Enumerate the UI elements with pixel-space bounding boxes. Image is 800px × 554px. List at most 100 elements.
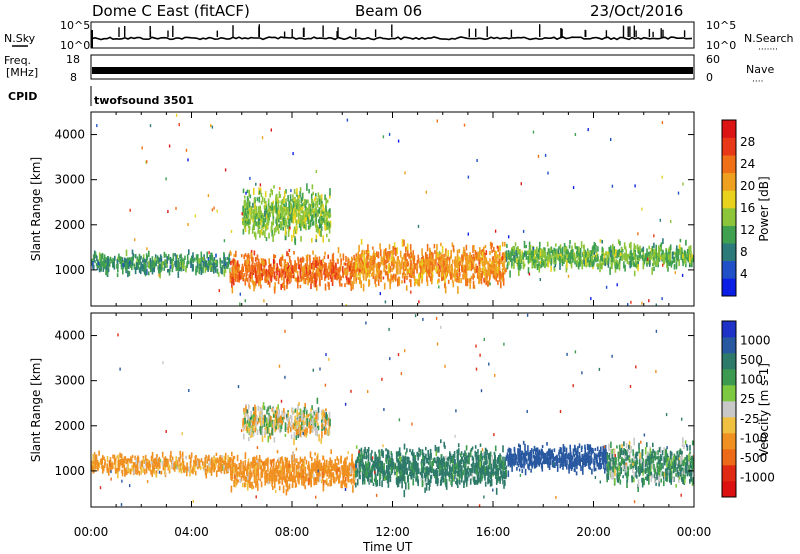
data-point (508, 235, 510, 239)
data-point (346, 272, 348, 281)
data-point (227, 460, 230, 468)
data-point (293, 467, 295, 475)
data-point (344, 267, 346, 275)
data-point (293, 454, 295, 461)
data-point (293, 438, 295, 446)
data-point (594, 256, 596, 261)
data-point (244, 199, 246, 205)
data-point (275, 474, 278, 479)
data-point (456, 277, 458, 283)
data-point (296, 270, 299, 276)
data-point (246, 420, 249, 424)
data-point (501, 275, 504, 282)
data-point (353, 478, 356, 486)
data-point (125, 467, 128, 471)
data-point (619, 252, 622, 256)
data-point (252, 202, 254, 208)
data-point (597, 246, 599, 252)
data-point (150, 262, 153, 271)
data-point (501, 252, 504, 256)
data-point (658, 252, 660, 258)
data-point (301, 426, 303, 433)
data-point (633, 251, 636, 259)
data-point (230, 260, 232, 266)
data-point (579, 258, 581, 267)
data-point (635, 256, 637, 264)
data-point (213, 455, 215, 464)
data-point (289, 264, 291, 269)
data-point (294, 215, 297, 224)
data-point (265, 224, 267, 232)
data-point (493, 246, 495, 252)
data-point (179, 254, 181, 259)
data-point (259, 273, 262, 281)
data-point (496, 245, 499, 249)
data-point (280, 221, 282, 228)
data-point (653, 256, 655, 260)
data-point (406, 276, 408, 280)
data-point (108, 262, 111, 267)
data-point (299, 408, 302, 416)
data-point (656, 254, 658, 262)
data-point (476, 159, 478, 162)
data-point (491, 249, 493, 253)
data-point (555, 243, 557, 247)
data-point (249, 278, 251, 282)
data-point (398, 260, 401, 266)
data-point (480, 251, 483, 256)
data-point (254, 465, 257, 474)
data-point (253, 221, 255, 226)
data-point (292, 194, 294, 202)
data-point (327, 482, 329, 487)
data-point (250, 207, 253, 214)
data-point (180, 256, 183, 263)
data-point (317, 198, 319, 202)
data-point (307, 264, 309, 272)
data-point (647, 254, 650, 259)
data-point (268, 232, 270, 239)
data-point (498, 251, 501, 258)
data-point (127, 270, 129, 278)
data-point (288, 475, 291, 480)
data-point (314, 423, 316, 432)
data-point (428, 268, 431, 274)
data-point (298, 412, 301, 417)
data-point (298, 478, 300, 485)
data-point (292, 201, 295, 209)
data-point (297, 219, 299, 224)
data-point (407, 269, 409, 275)
data-point (249, 430, 252, 436)
data-point (292, 422, 295, 428)
colorbar-tick-label: 8 (740, 245, 748, 259)
data-point (296, 458, 298, 463)
data-point (249, 272, 252, 279)
data-point (643, 255, 645, 261)
data-point (667, 267, 669, 272)
data-point (282, 270, 284, 275)
data-point (552, 249, 555, 256)
data-point (595, 245, 597, 253)
data-point (272, 234, 274, 242)
data-point (564, 245, 566, 253)
data-point (438, 285, 440, 289)
data-point (560, 248, 562, 254)
data-point (325, 427, 327, 435)
data-point (287, 412, 290, 420)
data-point (505, 256, 508, 262)
data-point (282, 416, 284, 423)
data-point (313, 464, 315, 471)
data-point (332, 472, 335, 477)
data-point (328, 227, 331, 234)
data-point (237, 278, 239, 283)
data-point (379, 262, 381, 268)
data-point (282, 473, 284, 479)
data-point (168, 464, 171, 471)
data-point (259, 183, 262, 187)
data-point (394, 274, 397, 281)
data-point (275, 193, 278, 201)
data-point (608, 246, 610, 255)
data-point (283, 208, 286, 212)
data-point (258, 190, 261, 195)
data-point (520, 182, 522, 186)
data-point (329, 457, 331, 462)
